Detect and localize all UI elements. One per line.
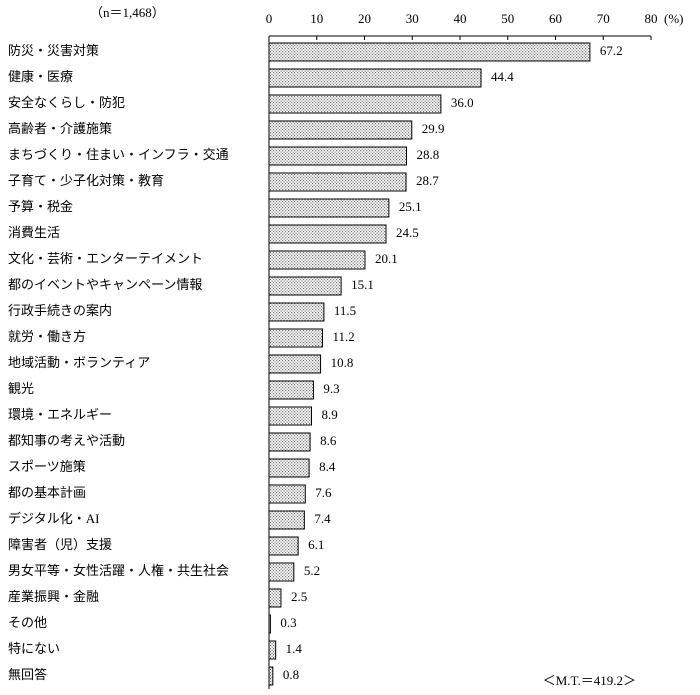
value-label: 5.2 <box>304 563 320 578</box>
bar <box>268 172 407 192</box>
bar <box>268 562 295 582</box>
value-label: 28.8 <box>417 147 440 162</box>
y-tick-label: 防災・災害対策 <box>8 43 99 58</box>
bar <box>268 406 312 426</box>
y-tick-label: まちづくり・住まい・インフラ・交通 <box>8 147 229 162</box>
y-tick-label: 環境・エネルギー <box>8 407 112 422</box>
value-label: 0.3 <box>280 615 296 630</box>
y-tick-label: 都知事の考えや活動 <box>8 433 125 448</box>
sample-size-note: （n＝1,468） <box>90 5 165 20</box>
bar <box>268 42 591 62</box>
value-label: 36.0 <box>451 95 474 110</box>
bar <box>268 666 274 686</box>
bar <box>268 588 282 608</box>
bar <box>268 380 314 400</box>
y-tick-label: デジタル化・AI <box>8 511 99 526</box>
y-tick-label: 消費生活 <box>8 225 60 240</box>
value-label: 8.9 <box>321 407 337 422</box>
bar <box>268 250 366 270</box>
y-tick-label: 都の基本計画 <box>8 485 86 500</box>
y-tick-label: スポーツ施策 <box>8 459 86 474</box>
value-label: 11.2 <box>332 329 354 344</box>
bar <box>268 198 390 218</box>
y-tick-label: 障害者（児）支援 <box>8 537 112 552</box>
value-label: 11.5 <box>334 303 356 318</box>
x-tick-label: 20 <box>358 11 371 26</box>
y-tick-label: 文化・芸術・エンターテイメント <box>8 251 203 266</box>
value-label: 6.1 <box>308 537 324 552</box>
y-tick-label: 行政手続きの案内 <box>8 303 112 318</box>
value-label: 1.4 <box>286 641 303 656</box>
value-label: 9.3 <box>323 381 339 396</box>
value-label: 24.5 <box>396 225 419 240</box>
x-tick-label: 70 <box>597 11 610 26</box>
value-label: 29.9 <box>422 121 445 136</box>
value-label: 67.2 <box>600 43 623 58</box>
x-unit: (%) <box>664 11 684 26</box>
x-tick-label: 10 <box>310 11 323 26</box>
y-tick-label: 高齢者・介護施策 <box>8 121 112 136</box>
x-tick-label: 40 <box>454 11 467 26</box>
bar <box>268 510 305 530</box>
y-tick-label: 健康・医療 <box>8 69 73 84</box>
x-tick-label: 80 <box>645 11 658 26</box>
value-label: 10.8 <box>331 355 354 370</box>
annotation: ＜M.T.＝419.2＞ <box>543 673 636 688</box>
bar <box>268 68 482 88</box>
y-tick-label: 予算・税金 <box>8 199 73 214</box>
value-label: 44.4 <box>491 69 514 84</box>
y-tick-label: その他 <box>8 615 47 630</box>
y-tick-label: 都のイベントやキャンペーン情報 <box>8 277 202 292</box>
y-tick-label: 男女平等・女性活躍・人権・共生社会 <box>8 563 229 578</box>
bar <box>268 484 306 504</box>
bar <box>268 94 442 114</box>
value-label: 2.5 <box>291 589 307 604</box>
value-label: 0.8 <box>283 667 299 682</box>
x-tick-label: 50 <box>501 11 514 26</box>
y-tick-label: 産業振興・金融 <box>8 589 99 604</box>
bar <box>268 640 277 660</box>
value-label: 7.6 <box>315 485 332 500</box>
x-tick-label: 0 <box>266 11 273 26</box>
value-label: 28.7 <box>416 173 439 188</box>
x-tick-label: 60 <box>549 11 562 26</box>
bar <box>268 432 311 452</box>
y-tick-label: 観光 <box>8 381 34 396</box>
bar <box>268 276 342 296</box>
value-label: 15.1 <box>351 277 374 292</box>
x-tick-label: 30 <box>406 11 419 26</box>
bar <box>268 120 413 140</box>
bar <box>268 146 408 166</box>
bar <box>268 458 310 478</box>
bar <box>268 224 387 244</box>
bar <box>268 614 271 634</box>
bar <box>268 354 322 374</box>
bar <box>268 536 299 556</box>
y-tick-label: 地域活動・ボランティア <box>8 355 150 370</box>
value-label: 7.4 <box>314 511 331 526</box>
value-label: 8.6 <box>320 433 337 448</box>
value-label: 20.1 <box>375 251 398 266</box>
y-tick-label: 就労・働き方 <box>8 329 86 344</box>
value-label: 8.4 <box>319 459 336 474</box>
y-tick-label: 子育て・少子化対策・教育 <box>8 173 164 188</box>
y-tick-label: 安全なくらし・防犯 <box>8 95 125 110</box>
bar <box>268 328 323 348</box>
y-tick-label: 特にない <box>8 641 60 656</box>
bar <box>268 302 325 322</box>
value-label: 25.1 <box>399 199 422 214</box>
y-tick-label: 無回答 <box>8 667 47 682</box>
